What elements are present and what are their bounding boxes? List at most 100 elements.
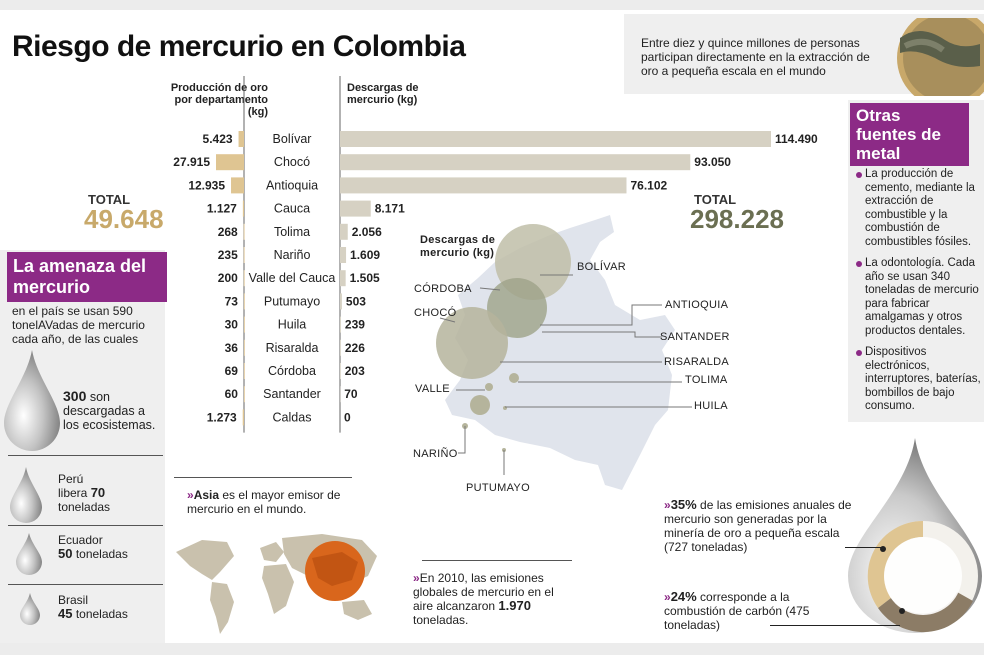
country-ecuador-number: 50 [58,546,73,561]
gold-bar [243,363,245,379]
amenaza-title: La amenaza del mercurio [7,252,167,302]
mercury-value-label: 203 [345,364,365,378]
total-right-value: 298.228 [690,204,784,234]
mercury-value-label: 8.171 [375,202,405,216]
emisiones-pre: En 2010, las emisiones globales de mercu… [413,571,554,613]
hands-photo [885,18,984,96]
category-label: Valle del Cauca [249,271,336,285]
gold-bar [238,131,244,147]
otras-item-3: Dispositivos electrónicos, interruptores… [856,346,984,414]
amenaza-main-number: 300 [63,388,87,404]
map-label-choco: CHOCÓ [414,307,457,319]
category-label: Tolima [274,225,310,239]
country-brasil-name: Brasil [58,593,89,607]
gold-value-label: 200 [218,271,238,285]
bullet-icon [856,172,862,178]
country-peru-pre: libera [58,486,91,500]
otras-item-1-text: La producción de cemento, mediante la ex… [865,168,975,248]
mercury-discharge-header: Descargas de mercurio (kg) [347,82,419,106]
bullet-icon [856,261,862,267]
country-peru-unit: toneladas [58,500,111,514]
category-label: Antioquia [266,178,318,192]
drop-peru-icon [8,466,44,529]
amenaza-main-text: son descargadas a los ecosistemas. [63,390,156,432]
drop-brasil-icon [18,592,42,631]
map-label-bolivar: BOLÍVAR [577,261,626,273]
gold-value-label: 27.915 [173,155,210,169]
gold-bar [231,177,244,194]
category-label: Putumayo [264,294,320,308]
map-label-tolima: TOLIMA [685,374,728,386]
world-map [172,522,392,645]
pointer-line-35 [845,547,883,548]
gold-bar [242,409,244,426]
gold-value-label: 268 [218,225,238,239]
category-label: Santander [263,387,321,401]
mercury-value-label: 503 [346,294,366,308]
asia-rest: es el mayor emisor de mercurio en el mun… [187,488,341,516]
gold-bar [216,154,244,171]
gold-bar [243,270,245,287]
bullet-icon [856,350,862,356]
divider [422,560,572,561]
mercury-value-label: 93.050 [694,155,731,169]
intro-text: Entre diez y quince millones de personas… [641,36,870,78]
mercury-value-label: 70 [344,387,358,401]
map-label-santander: SANTANDER [660,331,730,343]
mercury-bar [340,154,691,171]
gold-value-label: 36 [225,341,239,355]
colombia-map [436,215,692,490]
gold-value-label: 235 [218,248,238,262]
gold-value-label: 12.935 [188,178,225,192]
category-label: Caldas [273,410,312,424]
mercury-bar [340,177,627,194]
pct-24-number: 24% [670,589,697,604]
otras-item-2-text: La odontología. Cada año se usan 340 ton… [865,257,979,337]
gold-value-label: 5.423 [203,132,233,146]
otras-item-1: La producción de cemento, mediante la ex… [856,168,984,249]
divider [8,584,163,585]
mercury-bar [340,363,341,379]
country-peru-number: 70 [90,485,106,500]
gold-value-label: 1.127 [207,202,237,216]
total-left-value: 49.648 [84,204,164,234]
drop-donut-chart [846,436,984,641]
otras-item-3-text: Dispositivos electrónicos, interruptores… [865,346,981,412]
pct-35-text: »35% de las emisiones anuales de mercuri… [664,497,852,555]
country-ecuador: Ecuador 50 toneladas [58,533,148,561]
mercury-bar [340,223,348,240]
map-label-putumayo: PUTUMAYO [466,482,530,494]
total-right-label: TOTAL [694,192,737,207]
gold-value-label: 60 [225,387,239,401]
mercury-value-label: 2.056 [352,225,382,239]
gold-bar [243,386,245,403]
otras-item-2: La odontología. Cada año se usan 340 ton… [856,257,984,338]
page-title: Riesgo de mercurio en Colombia [12,30,466,63]
pct-24-desc: corresponde a la combustión de carbón (4… [664,590,810,632]
gold-bar [243,316,245,333]
country-ecuador-unit: toneladas [75,547,128,561]
otras-title: Otras fuentes de metal [850,103,969,166]
category-label: Chocó [274,155,310,169]
mercury-value-label: 1.505 [350,271,380,285]
mercury-bar [340,200,371,217]
gold-bar [243,293,245,310]
mercury-value-label: 114.490 [775,132,818,146]
mercury-bar [340,131,771,147]
emisiones-text: »En 2010, las emisiones globales de merc… [413,571,554,627]
pct-35-number: 35% [670,497,697,512]
map-label-antioquia: ANTIOQUIA [665,299,729,311]
category-label: Nariño [274,248,311,262]
map-title: Descargas de mercurio (kg) [420,234,496,259]
category-label: Córdoba [268,364,316,378]
category-label: Huila [278,318,307,332]
country-brasil-unit: toneladas [75,607,128,621]
mercury-value-label: 76.102 [630,178,667,192]
country-peru: Perú libera 70 toneladas [58,472,153,514]
mercury-value-label: 1.609 [350,248,380,262]
amenaza-main: 300 son descargadas a los ecosistemas. [63,389,163,432]
asia-bold: Asia [193,488,220,502]
emisiones-number: 1.970 [498,598,531,613]
gold-value-label: 69 [225,364,239,378]
